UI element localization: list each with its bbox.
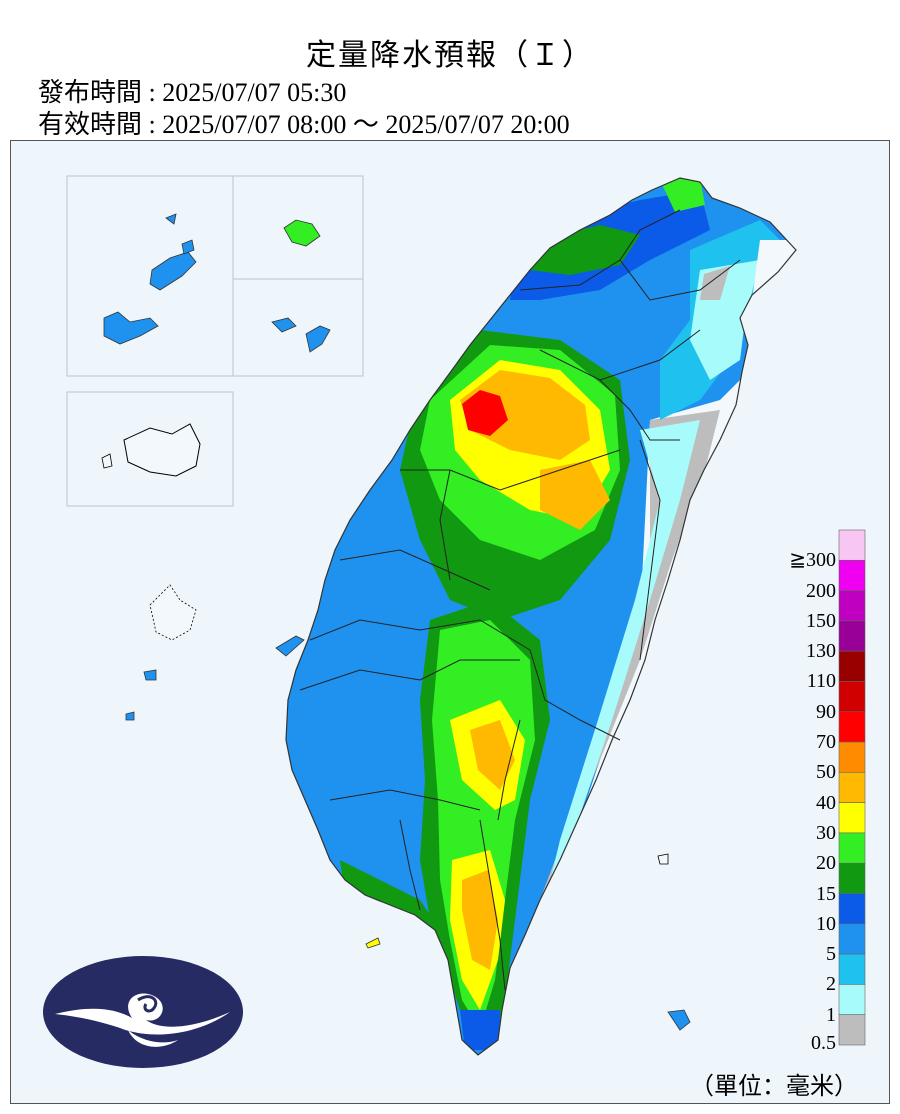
legend-color-bar <box>838 529 866 1046</box>
legend-swatch <box>838 1014 866 1046</box>
legend-swatch <box>838 681 866 713</box>
issued-time: 發布時間 : 2025/07/07 05:30 <box>38 78 347 107</box>
legend-level-label: 0.5 <box>811 1032 836 1054</box>
legend-level-label: 1 <box>826 1003 836 1026</box>
legend-level-label: 200 <box>806 579 836 602</box>
inset-boxes <box>66 175 364 507</box>
legend-level-label: 20 <box>816 852 836 875</box>
legend-swatch <box>838 953 866 985</box>
legend-level-label: 50 <box>816 761 836 784</box>
legend-level-label: ≧300 <box>789 549 836 572</box>
legend-swatch <box>838 893 866 925</box>
inset-matsu-box <box>66 175 234 377</box>
legend-level-label: 110 <box>806 670 836 693</box>
legend-swatch <box>838 832 866 864</box>
inset-kinmen-box <box>66 391 234 507</box>
legend-swatch <box>838 923 866 955</box>
legend-swatch <box>838 590 866 622</box>
legend-swatch <box>838 862 866 894</box>
map-title: 定量降水預報（Ｉ） <box>306 38 594 73</box>
legend-level-label: 150 <box>806 609 836 632</box>
inset-islands <box>101 213 691 1031</box>
legend-level-label: 10 <box>816 912 836 935</box>
legend-level-label: 40 <box>816 791 836 814</box>
county-boundaries <box>285 177 797 1056</box>
legend-level-label: 30 <box>816 821 836 844</box>
legend-level-label: 90 <box>816 700 836 723</box>
legend-swatch <box>838 711 866 743</box>
legend-swatch <box>838 772 866 803</box>
legend-swatch <box>838 802 866 834</box>
legend-level-label: 130 <box>806 640 836 663</box>
legend-swatch <box>838 529 866 561</box>
taiwan-rainfall <box>286 178 796 1055</box>
legend-swatch <box>838 741 866 773</box>
legend-level-label: 15 <box>816 882 836 905</box>
legend-swatch <box>838 620 866 652</box>
legend-unit: （單位：毫米） <box>690 1072 858 1100</box>
inset-box-mid <box>232 278 364 377</box>
valid-time: 有效時間 : 2025/07/07 08:00 ～ 2025/07/07 20:… <box>38 110 570 139</box>
legend-swatch <box>838 984 866 1016</box>
legend-level-label: 5 <box>826 943 836 966</box>
legend-swatch <box>838 559 866 591</box>
legend-level-label: 70 <box>816 731 836 754</box>
legend-level-label: 2 <box>826 973 836 996</box>
legend-swatch <box>838 650 866 682</box>
cwa-cloud-logo-icon <box>43 956 243 1068</box>
